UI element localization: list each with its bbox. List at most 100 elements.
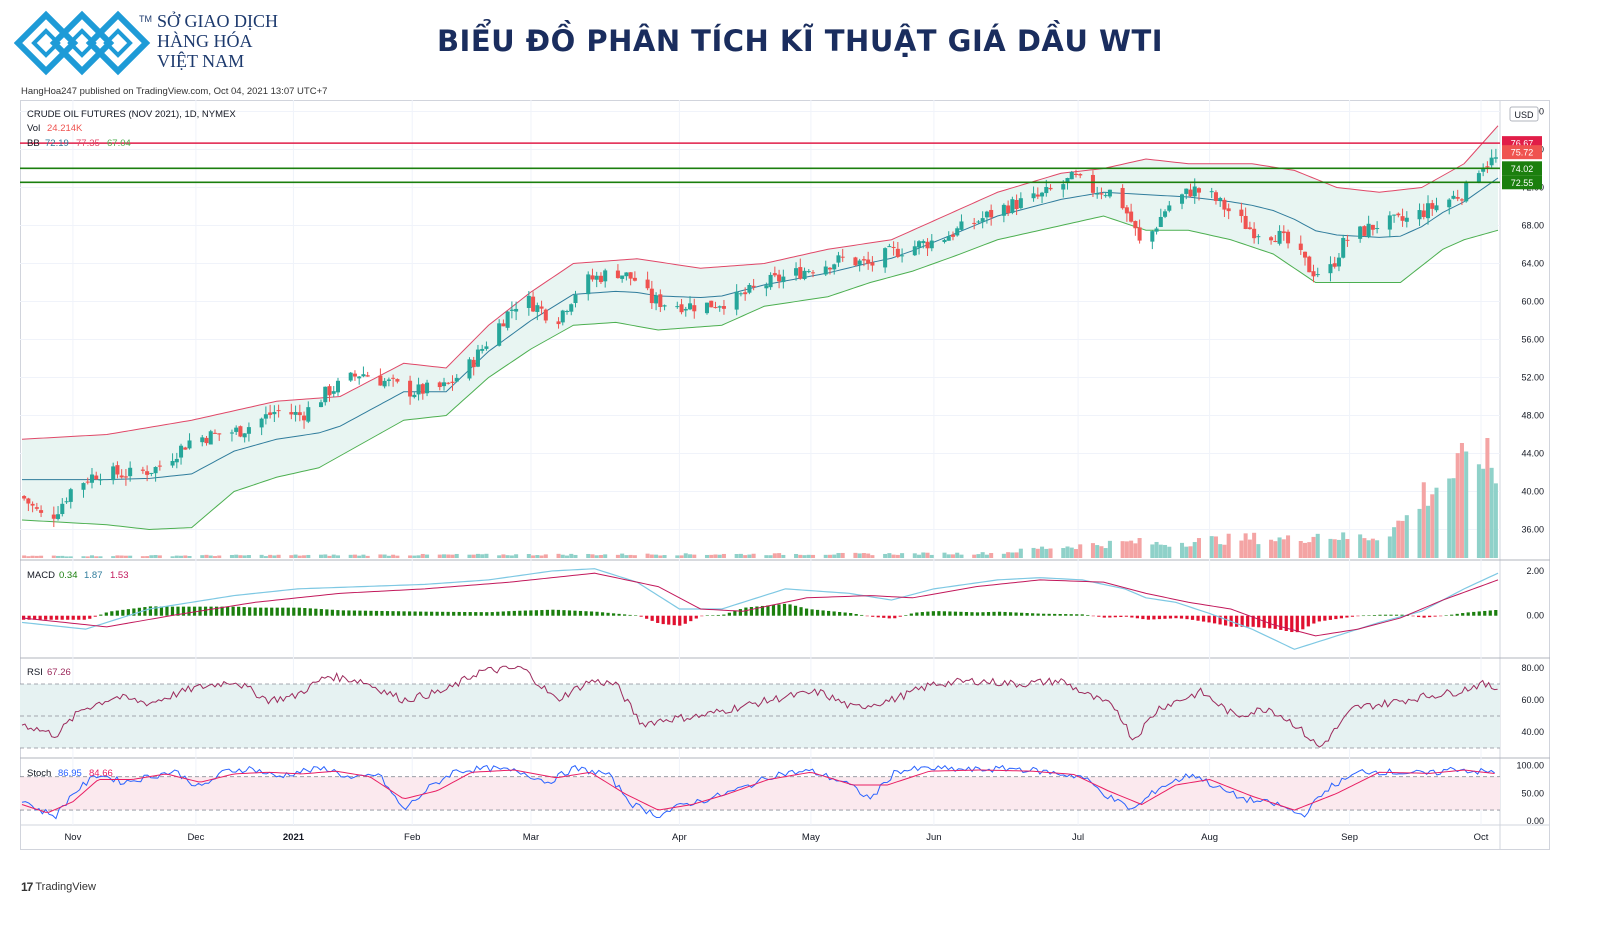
candle-body bbox=[145, 471, 150, 475]
candle-body bbox=[870, 262, 875, 266]
volume-bar bbox=[539, 555, 544, 558]
volume-bar bbox=[276, 554, 281, 558]
candle-body bbox=[501, 323, 506, 327]
macd-histogram-bar bbox=[523, 610, 527, 616]
macd-histogram-bar bbox=[1450, 614, 1454, 616]
macd-histogram-bar bbox=[203, 606, 208, 616]
candle-body bbox=[632, 277, 637, 281]
macd-histogram-bar bbox=[1025, 613, 1029, 616]
macd-histogram-bar bbox=[678, 615, 682, 626]
stoch-d-line bbox=[21, 769, 1495, 813]
macd-tick-label: 0.00 bbox=[1526, 611, 1544, 621]
bb-legend-upper: 77.35 bbox=[76, 138, 100, 149]
volume-bar bbox=[34, 555, 39, 558]
volume-bar bbox=[768, 555, 773, 558]
candle-body bbox=[208, 431, 213, 445]
macd-histogram-bar bbox=[1235, 615, 1239, 627]
macd-histogram-bar bbox=[1163, 615, 1167, 619]
macd-histogram-bar bbox=[645, 615, 649, 619]
macd-histogram-bar bbox=[611, 613, 616, 616]
volume-bar bbox=[1311, 536, 1316, 558]
candle-body bbox=[586, 274, 591, 295]
macd-histogram-bar bbox=[248, 607, 252, 616]
macd-histogram-bar bbox=[771, 604, 776, 616]
price-tick-label: 40.00 bbox=[1521, 487, 1544, 497]
rsi-pane: 80.00 60.00 40.00 bbox=[20, 663, 1544, 749]
tradingview-branding[interactable]: 17 TradingView bbox=[21, 880, 96, 894]
macd-histogram-bar bbox=[424, 611, 428, 616]
macd-histogram-bar bbox=[589, 611, 594, 616]
macd-histogram-bar bbox=[1086, 614, 1090, 616]
macd-histogram-bar bbox=[578, 610, 583, 616]
volume-bar bbox=[836, 553, 841, 558]
macd-histogram-bar bbox=[656, 615, 660, 623]
macd-histogram-bar bbox=[937, 611, 941, 616]
volume-bar bbox=[823, 554, 828, 558]
candle-body bbox=[1269, 237, 1274, 241]
candle-body bbox=[361, 374, 366, 377]
macd-histogram-bar bbox=[799, 607, 803, 616]
macd-histogram-bar bbox=[628, 614, 632, 616]
macd-histogram-bar bbox=[104, 612, 108, 616]
macd-histogram-bar bbox=[1157, 615, 1162, 620]
volume-bar bbox=[713, 554, 718, 558]
candle-body bbox=[531, 296, 536, 312]
volume-bar bbox=[603, 554, 608, 558]
candle-body bbox=[119, 475, 124, 478]
candle-body bbox=[811, 272, 816, 274]
candle-body bbox=[323, 386, 328, 403]
candle-body bbox=[1311, 271, 1316, 277]
volume-bar bbox=[408, 555, 413, 558]
candle-body bbox=[187, 440, 192, 449]
candle-body bbox=[1018, 198, 1023, 209]
macd-histogram-bar bbox=[529, 610, 533, 616]
bb-legend-basis: 72.19 bbox=[45, 138, 69, 149]
macd-histogram-bar bbox=[827, 610, 831, 616]
macd-histogram-bar bbox=[1433, 615, 1437, 617]
candle-body bbox=[1103, 195, 1108, 197]
candle-body bbox=[1430, 203, 1435, 209]
candle-body bbox=[827, 267, 832, 270]
macd-histogram-bar bbox=[303, 608, 307, 616]
candle-body bbox=[925, 241, 930, 249]
candle-body bbox=[128, 467, 133, 477]
macd-histogram-bar bbox=[132, 608, 136, 616]
volume-bar bbox=[1489, 467, 1494, 558]
macd-histogram-bar bbox=[77, 615, 81, 620]
chart-area[interactable]: 80.0076.0072.0068.0064.0060.0056.0052.00… bbox=[20, 100, 1550, 850]
macd-histogram-bar bbox=[1405, 615, 1410, 616]
candle-body bbox=[331, 391, 336, 394]
candle-body bbox=[386, 379, 391, 381]
currency-badge[interactable] bbox=[1509, 106, 1539, 122]
macd-histogram-bar bbox=[981, 612, 985, 616]
macd-histogram-bar bbox=[722, 614, 726, 616]
candle-body bbox=[1387, 215, 1392, 230]
macd-histogram-bar bbox=[788, 604, 792, 616]
macd-histogram-bar bbox=[689, 615, 693, 622]
macd-histogram-bar bbox=[915, 612, 919, 616]
volume-bar bbox=[234, 554, 239, 558]
candle-body bbox=[1451, 195, 1456, 199]
candle-body bbox=[1392, 214, 1397, 216]
candle-body bbox=[989, 209, 994, 218]
stoch-tick-label: 0.00 bbox=[1526, 816, 1544, 826]
volume-bar bbox=[1124, 541, 1129, 558]
candle-body bbox=[1459, 199, 1464, 201]
volume-bar bbox=[1421, 482, 1426, 558]
rsi-tick-label: 40.00 bbox=[1521, 727, 1544, 737]
brand-line-3: VIỆT NAM bbox=[157, 51, 245, 71]
volume-bar bbox=[200, 555, 205, 558]
candle-body bbox=[229, 432, 234, 434]
volume-bar bbox=[1286, 535, 1291, 558]
candle-body bbox=[437, 382, 442, 388]
candle-body bbox=[590, 275, 595, 280]
macd-histogram-bar bbox=[672, 615, 676, 626]
candle-body bbox=[662, 305, 667, 307]
price-chart[interactable]: 80.0076.0072.0068.0064.0060.0056.0052.00… bbox=[20, 100, 1550, 850]
candle-body bbox=[764, 285, 769, 289]
candle-body bbox=[1493, 157, 1498, 159]
brand-line-1: SỞ GIAO DỊCH bbox=[157, 11, 278, 31]
stoch-tick-label: 50.00 bbox=[1521, 788, 1544, 798]
macd-histogram-bar bbox=[512, 610, 516, 616]
macd-histogram-bar bbox=[308, 608, 312, 616]
